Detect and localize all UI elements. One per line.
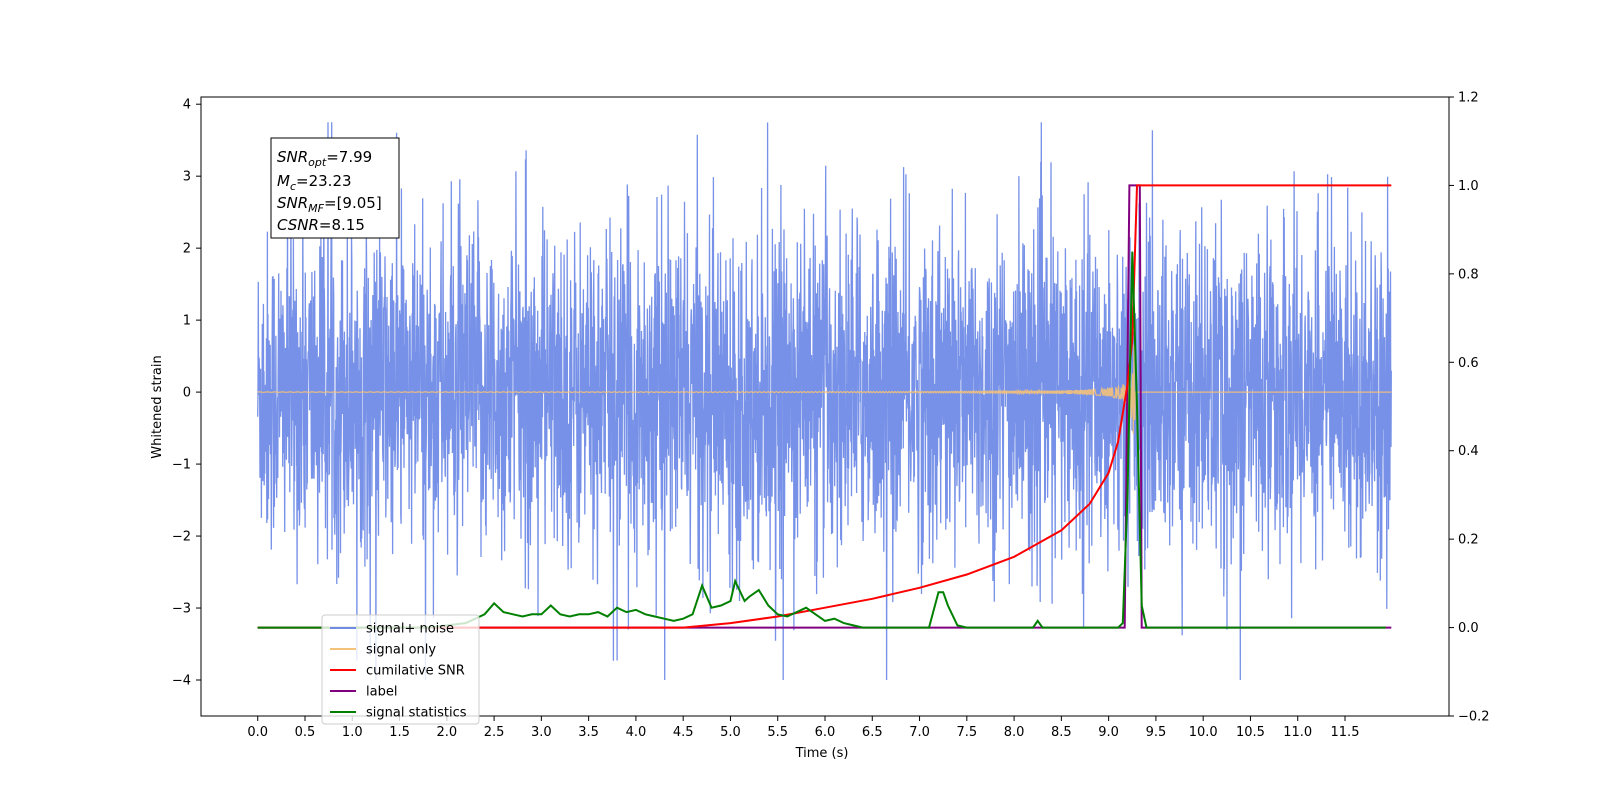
y-tick-label: −4 (172, 674, 191, 689)
x-tick-label: 7.0 (909, 725, 930, 740)
x-tick-label: 2.0 (436, 725, 457, 740)
y2-tick-label: −0.2 (1458, 710, 1490, 725)
x-tick-label: 1.5 (389, 725, 410, 740)
legend-signal-only-label: signal only (366, 643, 436, 658)
y2-tick-label: 0.0 (1458, 621, 1479, 636)
x-tick-label: 3.5 (578, 725, 599, 740)
legend-signal-noise-label: signal+ noise (366, 622, 454, 637)
series-cumulative-snr-line (257, 184, 1392, 629)
y2-tick-label: 0.4 (1458, 444, 1479, 459)
x-tick-label: 0.0 (247, 725, 268, 740)
y-tick-label: 3 (183, 170, 191, 185)
x-tick-label: 6.0 (815, 725, 836, 740)
y-tick-label: 2 (183, 242, 191, 257)
x-tick-label: 4.0 (626, 725, 647, 740)
x-tick-label: 9.5 (1146, 725, 1167, 740)
x-tick-label: 2.5 (484, 725, 505, 740)
x-tick-label: 11.0 (1283, 725, 1312, 740)
y-axis-label: Whitened strain (150, 355, 165, 458)
y-tick-label: −3 (172, 602, 191, 617)
legend-signal-statistics-label: signal statistics (366, 706, 467, 721)
annotation-csnr: CSNR=8.15 (277, 216, 365, 234)
y2-tick-label: 1.2 (1458, 91, 1479, 106)
y2-tick-label: 0.8 (1458, 267, 1479, 282)
x-tick-label: 8.5 (1051, 725, 1072, 740)
series-layer (257, 122, 1392, 681)
series-signal-statistics-line (257, 251, 1386, 629)
x-tick-label: 10.0 (1189, 725, 1218, 740)
y-tick-label: −1 (172, 458, 191, 473)
x-tick-label: 5.5 (767, 725, 788, 740)
x-tick-label: 3.0 (531, 725, 552, 740)
annotation-snr-mf: SNRMF=[9.05] (277, 194, 382, 215)
y-tick-label: −2 (172, 530, 191, 545)
annotation-snr-opt: SNRopt=7.99 (277, 148, 372, 169)
x-tick-label: 1.0 (342, 725, 363, 740)
legend-label-label: label (366, 685, 397, 700)
y-tick-label: 4 (183, 98, 191, 113)
legend: signal+ noise signal only cumilative SNR la… (321, 614, 480, 725)
x-axis: 0.0 0.5 1.0 1.5 2.0 2.5 3.0 3.5 4.0 4.5 5.0 5.5 6.0 6… (247, 716, 1359, 740)
x-tick-label: 0.5 (295, 725, 316, 740)
legend-box (321, 614, 480, 725)
x-tick-label: 10.5 (1236, 725, 1265, 740)
y-tick-label: 0 (183, 386, 191, 401)
series-signal-noise-line (257, 122, 1392, 681)
y-axis-right: 1.2 1.0 0.8 0.6 0.4 0.2 0.0 −0.2 (1449, 91, 1490, 725)
x-tick-label: 5.0 (720, 725, 741, 740)
series-signal-only-line (257, 344, 1392, 434)
x-tick-label: 8.0 (1004, 725, 1025, 740)
x-tick-label: 9.0 (1098, 725, 1119, 740)
y-tick-label: 1 (183, 314, 191, 329)
x-tick-label: 7.5 (956, 725, 977, 740)
annotation-mc: Mc=23.23 (277, 172, 352, 193)
x-tick-label: 6.5 (862, 725, 883, 740)
y2-tick-label: 0.2 (1458, 533, 1479, 548)
stats-annotation-box: SNRopt=7.99 Mc=23.23 SNRMF=[9.05] CSNR=8… (270, 137, 400, 239)
x-tick-label: 11.5 (1331, 725, 1360, 740)
y2-tick-label: 1.0 (1458, 179, 1479, 194)
y2-tick-label: 0.6 (1458, 356, 1479, 371)
y-axis-left: 4 3 2 1 0 −1 −2 −3 −4 (172, 98, 201, 689)
legend-cumulative-snr-label: cumilative SNR (366, 664, 465, 679)
x-tick-label: 4.5 (673, 725, 694, 740)
x-axis-label: Time (s) (795, 746, 849, 761)
